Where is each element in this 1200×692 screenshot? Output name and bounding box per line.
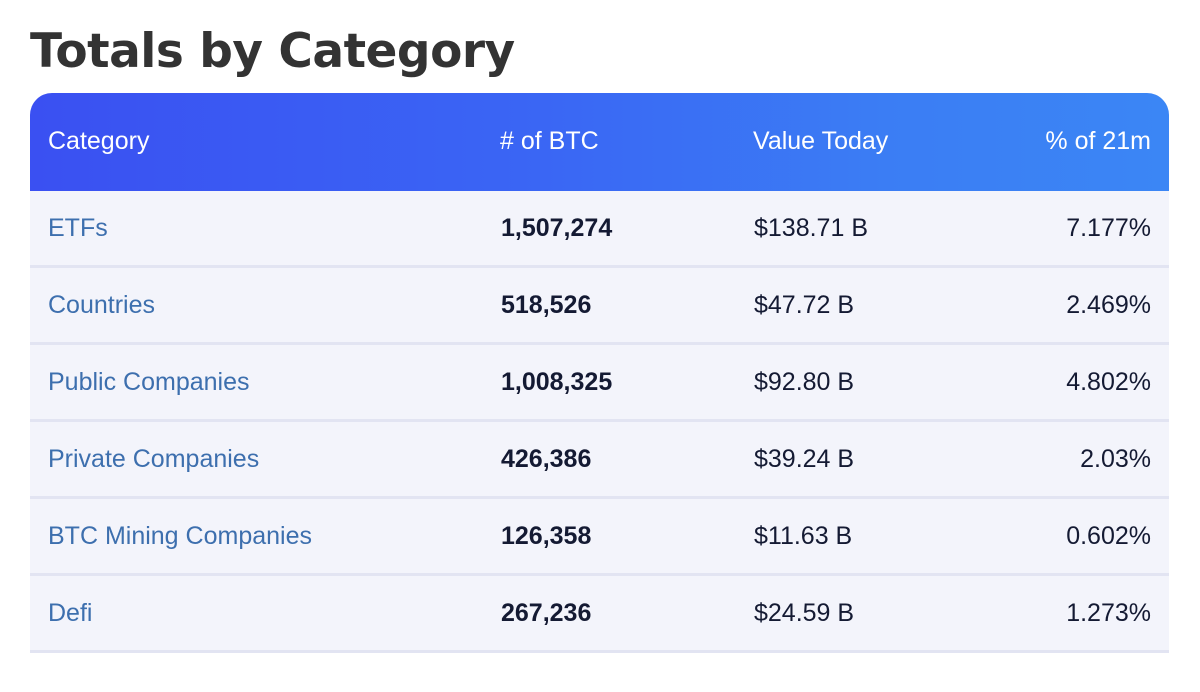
category-link[interactable]: Public Companies [30,345,500,422]
totals-table: Category # of BTC Value Today % of 21m E… [30,93,1169,653]
category-link[interactable]: BTC Mining Companies [30,499,500,576]
btc-amount: 518,526 [500,268,753,345]
table-row: Countries 518,526 $47.72 B 2.469% [30,268,1169,345]
category-link[interactable]: Defi [30,576,500,653]
page-title: Totals by Category [30,24,515,79]
value-today: $138.71 B [753,191,1023,268]
category-link[interactable]: ETFs [30,191,500,268]
table-row: Public Companies 1,008,325 $92.80 B 4.80… [30,345,1169,422]
totals-table-container: Category # of BTC Value Today % of 21m E… [30,93,1169,653]
percent-of-21m: 1.273% [1023,576,1169,653]
btc-amount: 1,008,325 [500,345,753,422]
value-today: $47.72 B [753,268,1023,345]
header-value-today[interactable]: Value Today [753,126,889,155]
percent-of-21m: 0.602% [1023,499,1169,576]
percent-of-21m: 4.802% [1023,345,1169,422]
header-btc[interactable]: # of BTC [500,126,599,155]
value-today: $11.63 B [753,499,1023,576]
table-header-row: Category # of BTC Value Today % of 21m [30,93,1169,191]
btc-amount: 267,236 [500,576,753,653]
table-row: ETFs 1,507,274 $138.71 B 7.177% [30,191,1169,268]
value-today: $92.80 B [753,345,1023,422]
btc-amount: 1,507,274 [500,191,753,268]
btc-amount: 426,386 [500,422,753,499]
category-link[interactable]: Private Companies [30,422,500,499]
header-percent-of-21m[interactable]: % of 21m [1045,126,1151,155]
header-category[interactable]: Category [48,126,150,155]
category-link[interactable]: Countries [30,268,500,345]
value-today: $24.59 B [753,576,1023,653]
table-row: Defi 267,236 $24.59 B 1.273% [30,576,1169,653]
percent-of-21m: 7.177% [1023,191,1169,268]
table-row: BTC Mining Companies 126,358 $11.63 B 0.… [30,499,1169,576]
percent-of-21m: 2.469% [1023,268,1169,345]
table-row: Private Companies 426,386 $39.24 B 2.03% [30,422,1169,499]
btc-amount: 126,358 [500,499,753,576]
value-today: $39.24 B [753,422,1023,499]
percent-of-21m: 2.03% [1023,422,1169,499]
